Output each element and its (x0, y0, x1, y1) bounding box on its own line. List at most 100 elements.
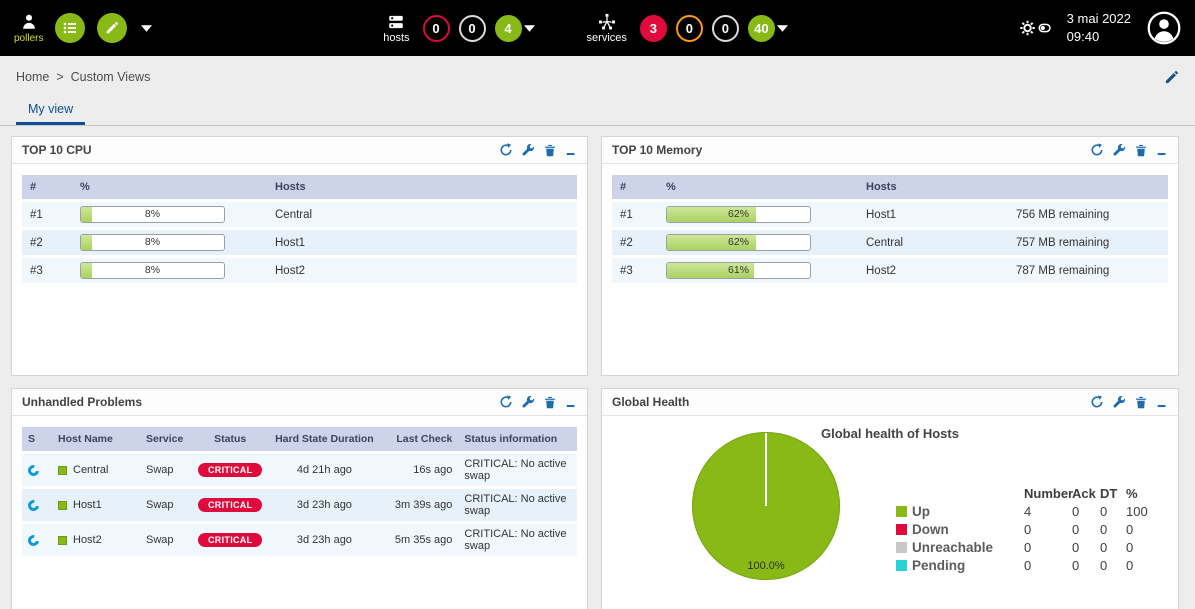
host-cell[interactable]: Host2 (267, 258, 577, 283)
refresh-icon[interactable] (499, 395, 513, 409)
wrench-icon[interactable] (1113, 395, 1126, 409)
wrench-icon[interactable] (1113, 143, 1126, 157)
panel-top10-cpu: TOP 10 CPU # % Hosts #1 8% Ce (11, 136, 588, 376)
host-cell[interactable]: Central (267, 202, 577, 227)
tab-my-view[interactable]: My view (16, 97, 86, 125)
service-cell[interactable]: Swap (140, 489, 192, 521)
trash-icon[interactable] (1135, 396, 1147, 409)
panel-title: TOP 10 CPU (22, 143, 92, 157)
cpu-bar-cell: 8% (72, 258, 267, 283)
host-up-square (58, 465, 67, 475)
pollers-chevron[interactable] (141, 24, 153, 32)
service-cell[interactable]: Swap (140, 454, 192, 486)
legend-row-down[interactable]: Down 0 0 0 0 (896, 520, 1164, 538)
date-text: 3 mai 2022 (1066, 11, 1131, 27)
breadcrumb: Home > Custom Views (0, 56, 1195, 98)
legend-row-unreachable[interactable]: Unreachable 0 0 0 0 (896, 538, 1164, 556)
host-cell[interactable]: Host1 (52, 489, 140, 521)
refresh-icon[interactable] (1090, 143, 1104, 157)
legend-row-pending[interactable]: Pending 0 0 0 0 (896, 556, 1164, 574)
table-row[interactable]: #3 8% Host2 (22, 258, 577, 283)
host-cell[interactable]: Host1 (267, 230, 577, 255)
host-cell[interactable]: Central (52, 454, 140, 486)
minimize-icon[interactable] (565, 396, 577, 408)
mem-bar-cell: 62% (658, 230, 858, 255)
chevron-down-icon (523, 24, 535, 32)
wrench-icon[interactable] (522, 143, 535, 157)
minimize-icon[interactable] (565, 144, 577, 156)
hosts-menu[interactable]: hosts (383, 13, 410, 44)
trash-icon[interactable] (544, 396, 556, 409)
wrench-icon[interactable] (522, 395, 535, 409)
table-row[interactable]: Host2 Swap CRITICAL 3d 23h ago 5m 35s ag… (22, 524, 577, 556)
hosts-up-badge[interactable]: 4 (494, 14, 522, 42)
table-row[interactable]: Host1 Swap CRITICAL 3d 23h ago 3m 39s ag… (22, 489, 577, 521)
panel-top10-memory: TOP 10 Memory # % Hosts #1 62% (601, 136, 1179, 376)
trash-icon[interactable] (1135, 144, 1147, 157)
service-flag-cell (22, 489, 52, 521)
services-unknown-badge[interactable]: 0 (711, 14, 739, 42)
legend-header-row: Number Ack DT % (896, 484, 1164, 502)
table-row[interactable]: #2 8% Host1 (22, 230, 577, 255)
col-hosts: Hosts (858, 175, 1008, 199)
services-ok-badge[interactable]: 40 (747, 14, 775, 42)
table-row[interactable]: #3 61% Host2 787 MB remaining (612, 258, 1168, 283)
col-lastcheck: Last Check (380, 427, 459, 451)
col-rank: # (612, 175, 658, 199)
col-remaining (1008, 175, 1168, 199)
chart-title: Global health of Hosts (821, 426, 959, 441)
settings-toggle[interactable] (1019, 19, 1051, 37)
lastcheck-cell: 16s ago (380, 454, 459, 486)
pollers-menu[interactable]: pollers (14, 13, 43, 44)
panel-title: Unhandled Problems (22, 395, 143, 409)
services-critical-badge[interactable]: 3 (639, 14, 667, 42)
duration-cell: 4d 21h ago (268, 454, 381, 486)
rank-cell: #3 (612, 258, 658, 283)
table-row[interactable]: #1 8% Central (22, 202, 577, 227)
avatar-icon (1147, 11, 1181, 45)
service-cell[interactable]: Swap (140, 524, 192, 556)
trash-icon[interactable] (544, 144, 556, 157)
table-row[interactable]: #2 62% Central 757 MB remaining (612, 230, 1168, 255)
hosts-down-badge[interactable]: 0 (422, 14, 450, 42)
unhandled-problems-table: S Host Name Service Status Hard State Du… (22, 424, 577, 559)
refresh-icon[interactable] (499, 143, 513, 157)
services-menu[interactable]: services (587, 13, 627, 44)
breadcrumb-current[interactable]: Custom Views (70, 70, 151, 84)
lastcheck-cell: 3m 39s ago (380, 489, 459, 521)
legend-row-up[interactable]: Up 4 0 0 100 (896, 502, 1164, 520)
services-chevron[interactable] (776, 24, 788, 32)
rank-cell: #3 (22, 258, 72, 283)
breadcrumb-home[interactable]: Home (16, 70, 50, 84)
pollers-label: pollers (14, 32, 44, 44)
panel-global-health: Global Health Global health of Hosts 100… (601, 388, 1179, 609)
hosts-unreachable-badge[interactable]: 0 (458, 14, 486, 42)
progress-bar: 8% (80, 206, 225, 223)
unreachable-swatch (896, 541, 907, 553)
col-hosts: Hosts (267, 175, 577, 199)
user-avatar[interactable] (1147, 11, 1181, 45)
table-row[interactable]: #1 62% Host1 756 MB remaining (612, 202, 1168, 227)
host-cell[interactable]: Host2 (858, 258, 1008, 283)
col-service: Service (140, 427, 192, 451)
edit-view-button[interactable] (1164, 70, 1179, 85)
host-cell[interactable]: Host2 (52, 524, 140, 556)
poller-list-button[interactable] (55, 13, 86, 43)
progress-bar: 8% (80, 234, 225, 251)
topbar: pollers hosts 0 0 4 services 3 0 (0, 0, 1195, 56)
panel-header: Unhandled Problems (12, 389, 587, 416)
info-cell: CRITICAL: No active swap (458, 489, 577, 521)
table-row[interactable]: Central Swap CRITICAL 4d 21h ago 16s ago… (22, 454, 577, 486)
hosts-chevron[interactable] (523, 24, 535, 32)
minimize-icon[interactable] (1156, 144, 1168, 156)
col-info: Status information (458, 427, 577, 451)
chevron-down-icon (141, 24, 153, 32)
host-cell[interactable]: Central (858, 230, 1008, 255)
poller-edit-button[interactable] (97, 13, 128, 43)
host-cell[interactable]: Host1 (858, 202, 1008, 227)
services-warning-badge[interactable]: 0 (675, 14, 703, 42)
col-dt: DT (1100, 485, 1118, 501)
centreon-icon (25, 532, 42, 548)
refresh-icon[interactable] (1090, 395, 1104, 409)
minimize-icon[interactable] (1156, 396, 1168, 408)
